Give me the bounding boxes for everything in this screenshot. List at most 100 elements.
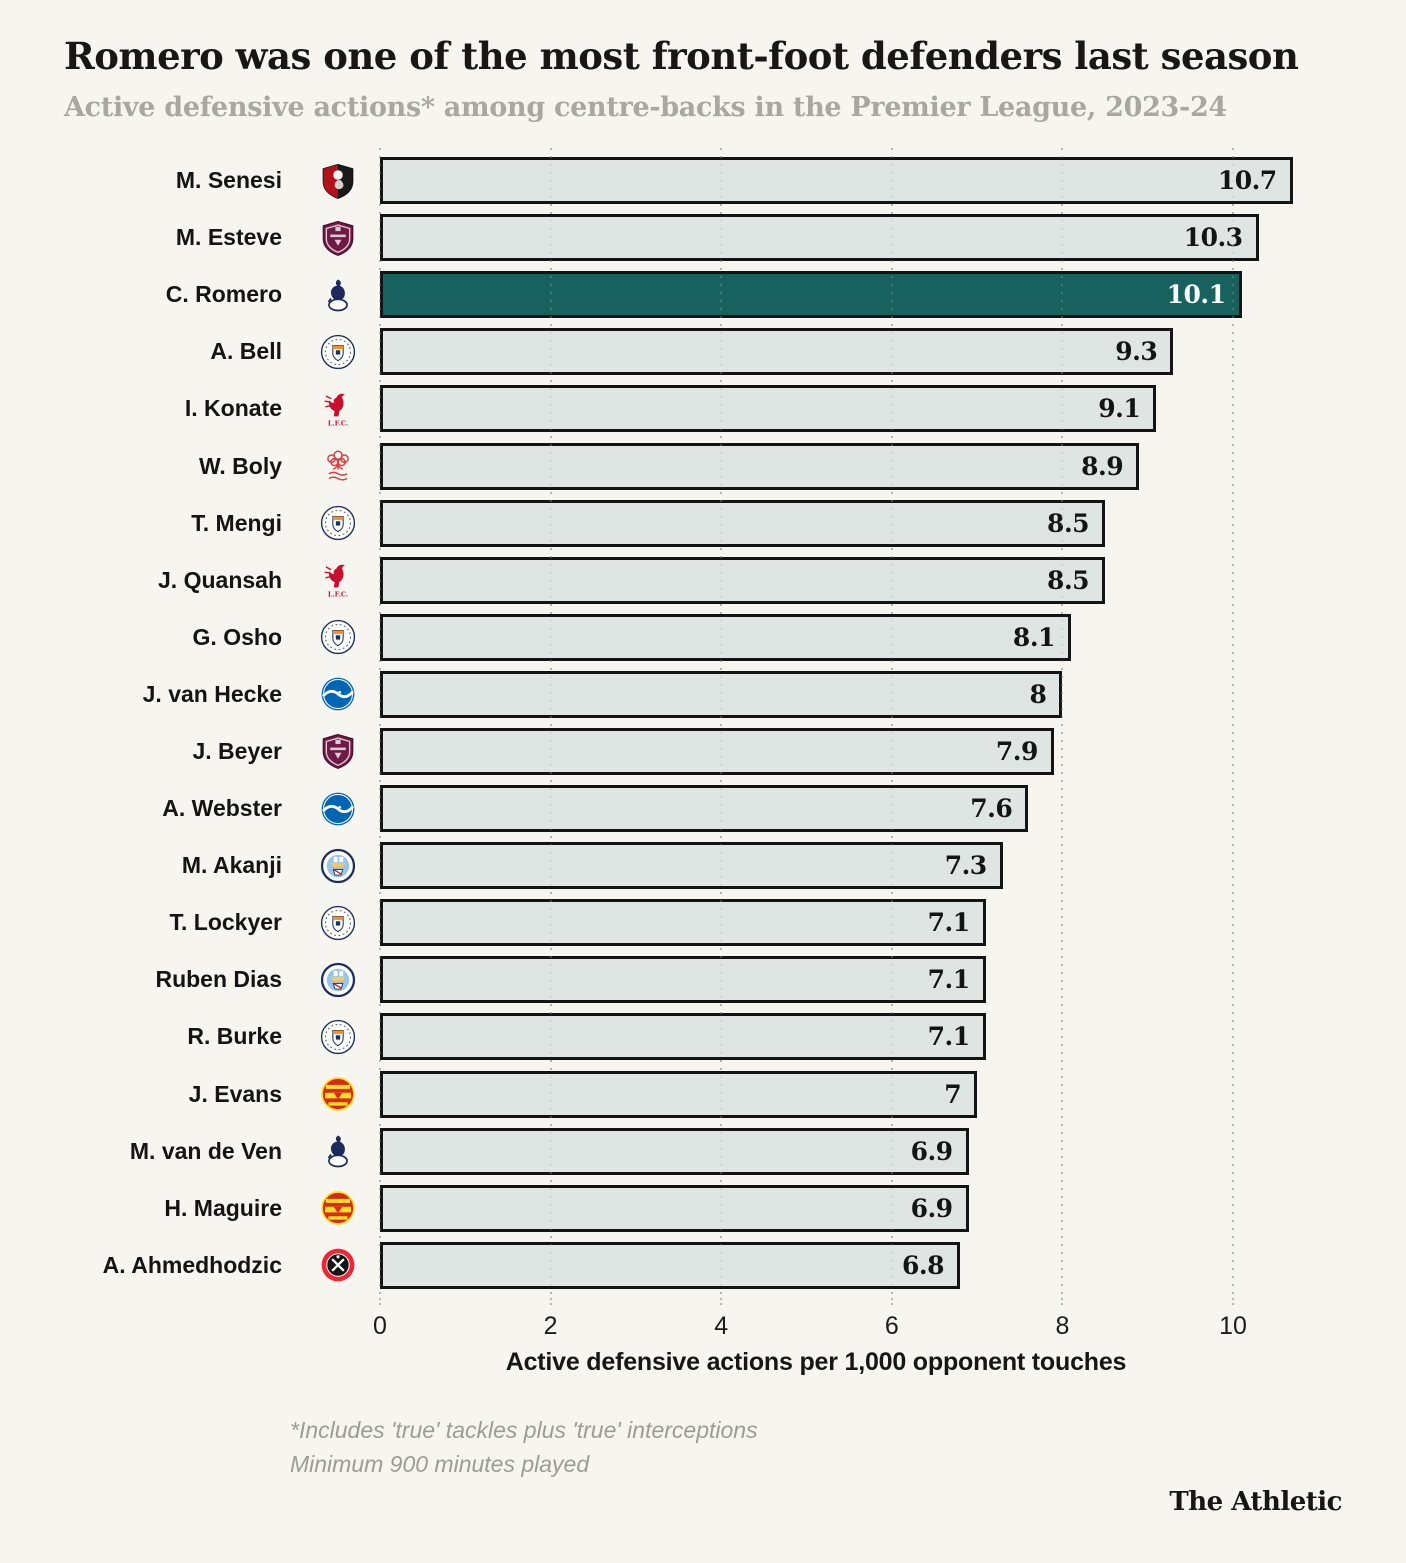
bar-track: 7 (380, 1070, 1406, 1118)
bar-row: C. Romero 10.1 (0, 266, 1406, 323)
bar: 7.1 (380, 1013, 986, 1061)
bar-track: 10.3 (380, 214, 1406, 262)
brand-logo: The Athletic (1169, 1487, 1342, 1517)
player-name-label: M. Senesi (175, 167, 282, 194)
bar-track: 7.6 (380, 785, 1406, 833)
bar: 6.9 (380, 1127, 969, 1175)
x-tick-label: 4 (714, 1312, 729, 1340)
bar-value-label: 7.9 (995, 736, 1039, 766)
bar: 8.5 (380, 499, 1106, 547)
bar-row: T. Mengi 8.5 (0, 495, 1406, 552)
bar-row: G. Osho 8.1 (0, 609, 1406, 666)
bar-row: M. van de Ven 6.9 (0, 1123, 1406, 1180)
bar-value-label: 7.1 (927, 1022, 971, 1052)
bar-value-label: 10.7 (1217, 166, 1277, 196)
bar-value-label: 6.8 (902, 1250, 945, 1280)
club-badge-burnley-icon (296, 732, 380, 770)
bar: 8 (380, 670, 1063, 718)
club-badge-sheffutd-icon (296, 1246, 380, 1284)
club-badge-tottenham-icon (296, 1132, 380, 1170)
bar-value-label: 7.1 (927, 908, 971, 938)
bar-row: A. Webster 7.6 (0, 780, 1406, 837)
player-name-label: W. Boly (198, 452, 282, 479)
svg-text:L.F.C.: L.F.C. (328, 419, 348, 427)
bar-value-label: 8 (1029, 679, 1047, 709)
bar-value-label: 8.1 (1012, 622, 1056, 652)
player-name-label: T. Mengi (191, 509, 282, 536)
player-name-label: J. Evans (188, 1080, 282, 1107)
bar: 8.9 (380, 442, 1140, 490)
club-badge-mancity-icon (296, 847, 380, 885)
player-name-label: M. Esteve (175, 224, 282, 251)
bar-row: J. Beyer 7.9 (0, 723, 1406, 780)
player-name-label: G. Osho (192, 623, 282, 650)
bar-value-label: 8.5 (1047, 565, 1090, 595)
club-badge-luton-icon (296, 1018, 380, 1056)
player-name-label: M. van de Ven (129, 1137, 282, 1164)
bar-row: H. Maguire 6.9 (0, 1180, 1406, 1237)
x-tick-label: 0 (373, 1312, 387, 1340)
bar-track: 6.9 (380, 1127, 1406, 1175)
x-tick-label: 6 (884, 1312, 899, 1340)
bar-row: W. Boly 8.9 (0, 437, 1406, 494)
x-tick-mark (549, 1298, 552, 1307)
bar: 7.9 (380, 727, 1054, 775)
svg-text:L.F.C.: L.F.C. (328, 591, 348, 599)
bar-rows: M. Senesi 10.7 M. Esteve 10.3 C. Romero 10… (0, 152, 1406, 1294)
bar-row: T. Lockyer 7.1 (0, 894, 1406, 951)
x-tick-mark (1232, 1298, 1234, 1307)
player-name-label: R. Burke (187, 1023, 282, 1050)
club-badge-manutd-icon (296, 1189, 380, 1227)
bar-value-label: 7.3 (944, 851, 988, 881)
club-badge-manutd-icon (296, 1075, 380, 1113)
x-tick-label: 10 (1219, 1312, 1247, 1340)
club-badge-brighton-icon (296, 675, 380, 713)
bar-row: A. Bell 9.3 (0, 323, 1406, 380)
bar-track: 7.3 (380, 842, 1406, 890)
bar-value-label: 6.9 (910, 1193, 954, 1223)
bar: 9.3 (380, 328, 1174, 376)
bar-row: J. van Hecke 8 (0, 666, 1406, 723)
bar-row: Ruben Dias 7.1 (0, 951, 1406, 1008)
club-badge-luton-icon (296, 504, 380, 542)
bar-value-label: 7.1 (927, 965, 971, 995)
player-name-label: J. van Hecke (142, 680, 282, 707)
x-tick-mark (1061, 1298, 1064, 1307)
footnote-line-1: *Includes 'true' tackles plus 'true' int… (290, 1417, 758, 1443)
bar-row: J. Evans 7 (0, 1066, 1406, 1123)
page-subtitle: Active defensive actions* among centre-b… (64, 92, 1227, 123)
player-name-label: J. Quansah (158, 566, 282, 593)
player-name-label: H. Maguire (164, 1194, 282, 1221)
bar-highlighted: 10.1 (380, 271, 1242, 319)
bar-row: I. Konate L.F.C. 9.1 (0, 380, 1406, 437)
bar: 7.3 (380, 842, 1003, 890)
bar-row: A. Ahmedhodzic 6.8 (0, 1237, 1406, 1294)
page-title: Romero was one of the most front-foot de… (64, 34, 1299, 78)
bar-track: 9.1 (380, 385, 1406, 433)
bar: 6.9 (380, 1184, 969, 1232)
club-badge-brighton-icon (296, 790, 380, 828)
bar: 10.3 (380, 214, 1259, 262)
bar-track: 7.1 (380, 1013, 1406, 1061)
bar: 7 (380, 1070, 978, 1118)
footnote-line-2: Minimum 900 minutes played (290, 1451, 590, 1477)
bar-track: 8 (380, 670, 1406, 718)
bar-value-label: 10.1 (1166, 280, 1226, 310)
bar: 8.5 (380, 556, 1106, 604)
bar-row: R. Burke 7.1 (0, 1008, 1406, 1065)
x-tick-mark (379, 1298, 381, 1307)
x-axis: 0 2 4 6 8 10 (373, 1298, 1320, 1358)
bar-track: 8.9 (380, 442, 1406, 490)
x-tick-label: 8 (1055, 1312, 1070, 1340)
player-name-label: C. Romero (165, 281, 282, 308)
bar-value-label: 8.5 (1047, 508, 1090, 538)
bar-track: 8.1 (380, 613, 1406, 661)
club-badge-liverpool-icon: L.F.C. (296, 390, 380, 428)
bar-track: 9.3 (380, 328, 1406, 376)
bar: 7.6 (380, 785, 1029, 833)
bar-value-label: 6.9 (910, 1136, 954, 1166)
bar: 8.1 (380, 613, 1071, 661)
bar-value-label: 8.9 (1081, 451, 1124, 481)
bar-track: 10.1 (380, 271, 1406, 319)
